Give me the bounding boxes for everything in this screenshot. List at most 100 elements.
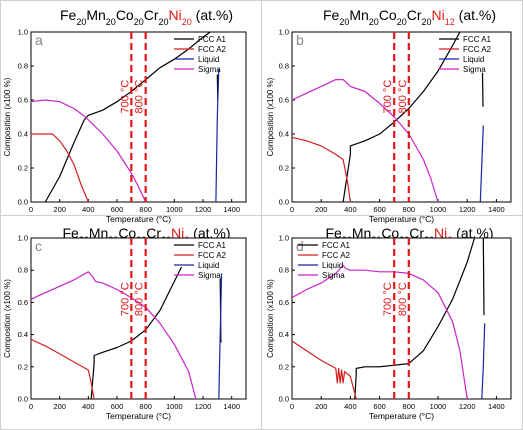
title-part: 12 — [445, 17, 455, 27]
x-tick-label: 400 — [344, 402, 357, 411]
series-group — [292, 238, 486, 399]
series-line — [481, 72, 484, 107]
title-part: 20 — [397, 17, 407, 27]
panel-b: Fe20Mn20Co20Cr20Ni12 (at.%)0 200 400 600 800… — [266, 7, 512, 224]
title-part: 20 — [106, 17, 116, 27]
series-line — [354, 238, 476, 399]
series-line — [31, 99, 147, 202]
x-tick-label: 400 — [82, 402, 95, 411]
series-line — [44, 32, 211, 202]
plot-area — [291, 237, 512, 400]
title-part: Fe — [60, 7, 77, 23]
x-tick-label: 0 — [290, 402, 294, 411]
title-part: Ni — [432, 7, 445, 23]
legend-label: FCC A1 — [198, 241, 227, 250]
title-part: Cr — [144, 7, 159, 23]
temperature-label: 800 °C — [134, 282, 146, 316]
x-tick-label: 400 — [82, 205, 95, 214]
title-part: 20 — [134, 17, 144, 27]
y-tick-label: 0.0 — [279, 395, 289, 404]
x-axis-label: Temperature (°C) — [106, 411, 171, 421]
title-part: 20 — [76, 17, 86, 27]
x-tick-label: 0 — [29, 205, 33, 214]
x-tick-label: 200 — [315, 402, 328, 411]
plot-area — [291, 31, 512, 203]
legend-label: Liquid — [322, 261, 343, 270]
y-tick-label: 0.0 — [18, 198, 28, 207]
title-part: Mn — [86, 7, 105, 23]
x-tick-label: 600 — [373, 205, 386, 214]
legend-label: FCC A2 — [322, 251, 351, 260]
x-tick-label: 800 — [403, 205, 416, 214]
y-tick-label: 0.2 — [18, 164, 28, 173]
legend-label: FCC A2 — [198, 45, 227, 54]
legend-label: Sigma — [198, 271, 221, 280]
plot-area — [30, 31, 247, 203]
x-tick-label: 1200 — [195, 205, 212, 214]
title-part: 20 — [369, 17, 379, 27]
title-part: Fe — [323, 7, 340, 23]
series-line — [292, 78, 439, 202]
panel-letter: c — [35, 238, 42, 254]
series-line — [481, 323, 486, 399]
y-tick-label: 1.0 — [279, 234, 289, 243]
legend-label: Liquid — [463, 55, 484, 64]
panel-title: Fe20Mn20Co20Cr20Ni20 (at.%) — [60, 7, 233, 27]
title-part: Co — [118, 225, 136, 241]
title-part: 20 — [182, 17, 192, 27]
series-group — [31, 266, 223, 399]
title-part: 20 — [422, 17, 432, 27]
x-tick-label: 800 — [139, 402, 152, 411]
x-tick-label: 1400 — [488, 402, 505, 411]
title-part: Ni — [434, 225, 447, 241]
y-tick-label: 0.8 — [18, 266, 28, 275]
legend-label: FCC A1 — [463, 35, 492, 44]
series-line — [482, 238, 485, 316]
title-part: Fe — [62, 225, 79, 241]
y-tick-label: 1.0 — [279, 28, 289, 37]
panel-letter: d — [296, 238, 304, 254]
title-part: (at.%) — [452, 225, 493, 241]
temperature-label: 700 °C — [119, 80, 131, 114]
y-tick-label: 0.6 — [18, 298, 28, 307]
panel-title: Fe20Mn20Co20Cr20Ni12 (at.%) — [323, 7, 496, 27]
legend-label: FCC A1 — [198, 35, 227, 44]
y-axis-label: Composition (x100 %) — [266, 77, 275, 156]
panel-a: Fe20Mn20Co20Cr20Ni20 (at.%)0 200 400 600 800… — [3, 7, 247, 224]
temperature-label: 800 °C — [134, 80, 146, 114]
x-tick-label: 400 — [344, 205, 357, 214]
series-line — [292, 340, 357, 399]
title-part: (at.%) — [192, 7, 233, 23]
series-line — [31, 338, 95, 399]
x-tick-label: 1200 — [459, 205, 476, 214]
title-part: (at.%) — [189, 225, 230, 241]
x-tick-label: 1200 — [195, 402, 212, 411]
x-axis-label: Temperature (°C) — [369, 214, 434, 224]
y-tick-label: 0.6 — [279, 298, 289, 307]
x-tick-label: 600 — [373, 402, 386, 411]
title-part: Ni — [169, 7, 182, 23]
series-line — [215, 69, 220, 202]
temperature-label: 700 °C — [382, 282, 394, 316]
x-tick-label: 1000 — [430, 205, 447, 214]
x-tick-label: 1400 — [488, 205, 505, 214]
y-tick-label: 1.0 — [18, 234, 28, 243]
y-tick-label: 0.0 — [279, 198, 289, 207]
y-tick-label: 0.2 — [18, 362, 28, 371]
x-tick-label: 1200 — [459, 402, 476, 411]
plot-area — [30, 237, 247, 400]
title-part: Co — [116, 7, 134, 23]
legend-label: FCC A1 — [322, 241, 351, 250]
y-tick-label: 0.4 — [279, 330, 289, 339]
title-part: Cr — [409, 225, 424, 241]
panel-letter: b — [296, 32, 304, 48]
series-line — [31, 271, 197, 399]
x-tick-label: 800 — [403, 402, 416, 411]
title-part: Co — [379, 7, 397, 23]
x-tick-label: 600 — [111, 205, 124, 214]
x-tick-label: 1000 — [430, 402, 447, 411]
title-part: Mn — [352, 225, 371, 241]
x-tick-label: 200 — [53, 402, 66, 411]
y-tick-label: 0.6 — [279, 96, 289, 105]
